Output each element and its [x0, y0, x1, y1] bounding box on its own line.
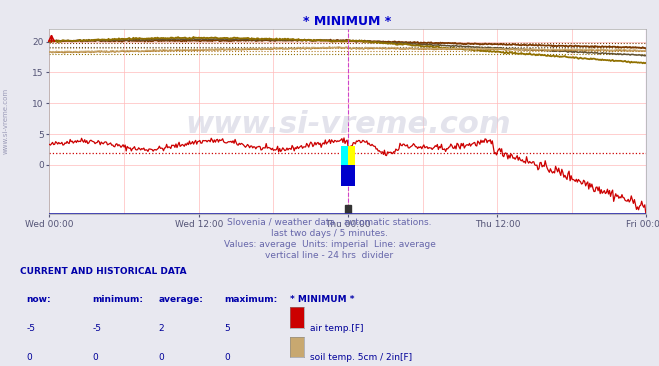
Text: www.si-vreme.com: www.si-vreme.com [2, 88, 9, 154]
Text: now:: now: [26, 295, 51, 304]
Text: soil temp. 5cm / 2in[F]: soil temp. 5cm / 2in[F] [310, 353, 412, 362]
Text: * MINIMUM *: * MINIMUM * [290, 295, 355, 304]
Text: air temp.[F]: air temp.[F] [310, 324, 363, 333]
Text: average:: average: [158, 295, 203, 304]
Text: CURRENT AND HISTORICAL DATA: CURRENT AND HISTORICAL DATA [20, 267, 186, 276]
Text: 0: 0 [92, 353, 98, 362]
Bar [341, 165, 355, 186]
Bar [345, 205, 351, 213]
Text: last two days / 5 minutes.: last two days / 5 minutes. [271, 229, 388, 238]
Text: 0: 0 [224, 353, 230, 362]
Text: www.si-vreme.com: www.si-vreme.com [185, 110, 511, 139]
Text: 0: 0 [158, 353, 164, 362]
Bar [341, 146, 348, 165]
Text: -5: -5 [26, 324, 36, 333]
Title: * MINIMUM *: * MINIMUM * [304, 15, 391, 28]
Text: Slovenia / weather data - automatic stations.: Slovenia / weather data - automatic stat… [227, 218, 432, 227]
Bar [348, 146, 355, 165]
Text: maximum:: maximum: [224, 295, 277, 304]
Text: -5: -5 [92, 324, 101, 333]
Text: 2: 2 [158, 324, 164, 333]
Text: 5: 5 [224, 324, 230, 333]
Text: vertical line - 24 hrs  divider: vertical line - 24 hrs divider [266, 251, 393, 260]
Text: Values: average  Units: imperial  Line: average: Values: average Units: imperial Line: av… [223, 240, 436, 249]
Text: minimum:: minimum: [92, 295, 143, 304]
Text: 0: 0 [26, 353, 32, 362]
